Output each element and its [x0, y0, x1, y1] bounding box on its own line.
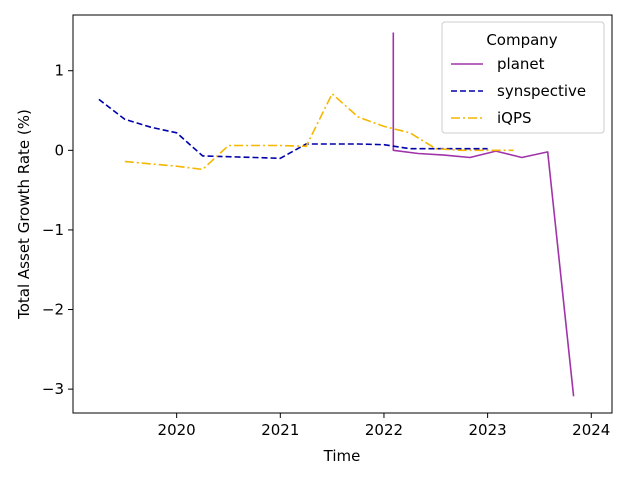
- legend-label-synspective: synspective: [497, 82, 586, 100]
- x-axis-ticks: 2020 2021 2022 2023 2024: [158, 413, 610, 439]
- legend: Company planet synspective iQPS: [441, 21, 605, 134]
- series-line-synspective: [98, 98, 488, 160]
- y-tick-label: −3: [42, 380, 64, 398]
- x-tick-label: 2022: [365, 421, 403, 439]
- y-axis-ticks: 1 0 −1 −2 −3: [42, 62, 73, 398]
- legend-items: planet synspective iQPS: [451, 55, 586, 127]
- y-tick-label: 1: [54, 62, 64, 80]
- legend-label-planet: planet: [497, 55, 545, 73]
- y-tick-label: −1: [42, 221, 64, 239]
- y-tick-label: 0: [54, 141, 64, 159]
- y-axis-label: Total Asset Growth Rate (%): [15, 109, 33, 320]
- plot-frame: [72, 14, 613, 414]
- legend-label-iqps: iQPS: [497, 109, 532, 127]
- series-lines: [98, 32, 575, 397]
- legend-box: [441, 21, 605, 134]
- x-tick-label: 2021: [261, 421, 299, 439]
- x-tick-label: 2024: [572, 421, 610, 439]
- y-tick-label: −2: [42, 301, 64, 319]
- x-axis-label: Time: [323, 447, 361, 465]
- legend-title: Company: [486, 31, 557, 49]
- x-tick-label: 2023: [469, 421, 507, 439]
- x-tick-label: 2020: [158, 421, 196, 439]
- series-line-planet: [392, 32, 575, 397]
- series-line-iqps: [124, 93, 514, 171]
